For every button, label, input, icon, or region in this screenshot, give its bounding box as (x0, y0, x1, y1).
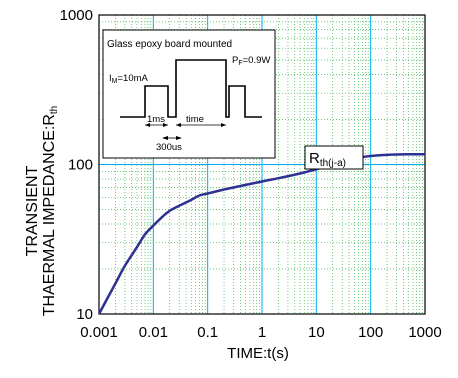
x-tick-labels: 0.001 0.01 0.1 1 10 100 1000 (80, 324, 441, 341)
annotation-label: Rth(j-a) (309, 150, 346, 169)
dim-300us-arrowhead-left (162, 136, 168, 140)
inset-im-value: =10mA (117, 73, 148, 84)
inset-pf-label: PF=0.9W (232, 55, 270, 67)
inset-300us-label: 300us (156, 142, 182, 153)
x-tick-label: 100 (358, 324, 383, 341)
x-axis-label: TIME:t(s) (227, 345, 289, 362)
inset-pf-value: =0.9W (243, 55, 271, 66)
x-tick-label: 0.01 (139, 324, 168, 341)
y-axis-label-line1: TRANSIENT (24, 165, 41, 256)
x-tick-label: 1000 (408, 324, 441, 341)
y-tick-label: 10 (76, 306, 93, 323)
x-tick-label: 0.001 (80, 324, 118, 341)
y-axis-label-line2: THAERMAL IMPEDANCE:Rth (41, 106, 60, 316)
inset-im-main: I (109, 73, 112, 84)
y-tick-label: 1000 (60, 7, 93, 24)
x-tick-label: 1 (258, 324, 266, 341)
inset-im-sub: M (112, 78, 118, 85)
x-tick-label: 0.1 (197, 324, 218, 341)
dim-300us-arrowhead-right (176, 136, 182, 140)
y-tick-label: 100 (68, 157, 93, 174)
dim-time-arrowhead-right (221, 123, 226, 127)
dim-1ms-arrowhead-left (145, 123, 150, 127)
inset-pf-main: P (232, 55, 238, 66)
rth-annotation: Rth(j-a) (304, 145, 364, 170)
test-condition-inset: Glass epoxy board mounted IM=10mA PF=0.9… (102, 29, 276, 159)
y-axis-label-main: THAERMAL IMPEDANCE:R (41, 114, 58, 316)
x-tick-label: 10 (308, 324, 325, 341)
annotation-label-sub: th(j-a) (320, 158, 346, 169)
y-axis-label-sub: th (49, 106, 60, 114)
dim-time-arrowhead-left (176, 123, 181, 127)
annotation-label-main: R (309, 150, 320, 167)
inset-time-label: time (186, 114, 204, 125)
annotation-box (304, 145, 364, 170)
y-axis-label: TRANSIENT THAERMAL IMPEDANCE:Rth (24, 106, 60, 316)
inset-title: Glass epoxy board mounted (107, 39, 232, 50)
inset-frame (102, 29, 276, 159)
inset-im-label: IM=10mA (109, 73, 149, 85)
inset-pf-sub: F (238, 60, 242, 67)
inset-1ms-label: 1ms (147, 114, 165, 125)
dim-1ms-arrowhead-right (163, 123, 168, 127)
y-tick-labels: 10 100 1000 (60, 7, 93, 323)
pulse-waveform (120, 59, 262, 118)
plot-frame (98, 14, 426, 315)
